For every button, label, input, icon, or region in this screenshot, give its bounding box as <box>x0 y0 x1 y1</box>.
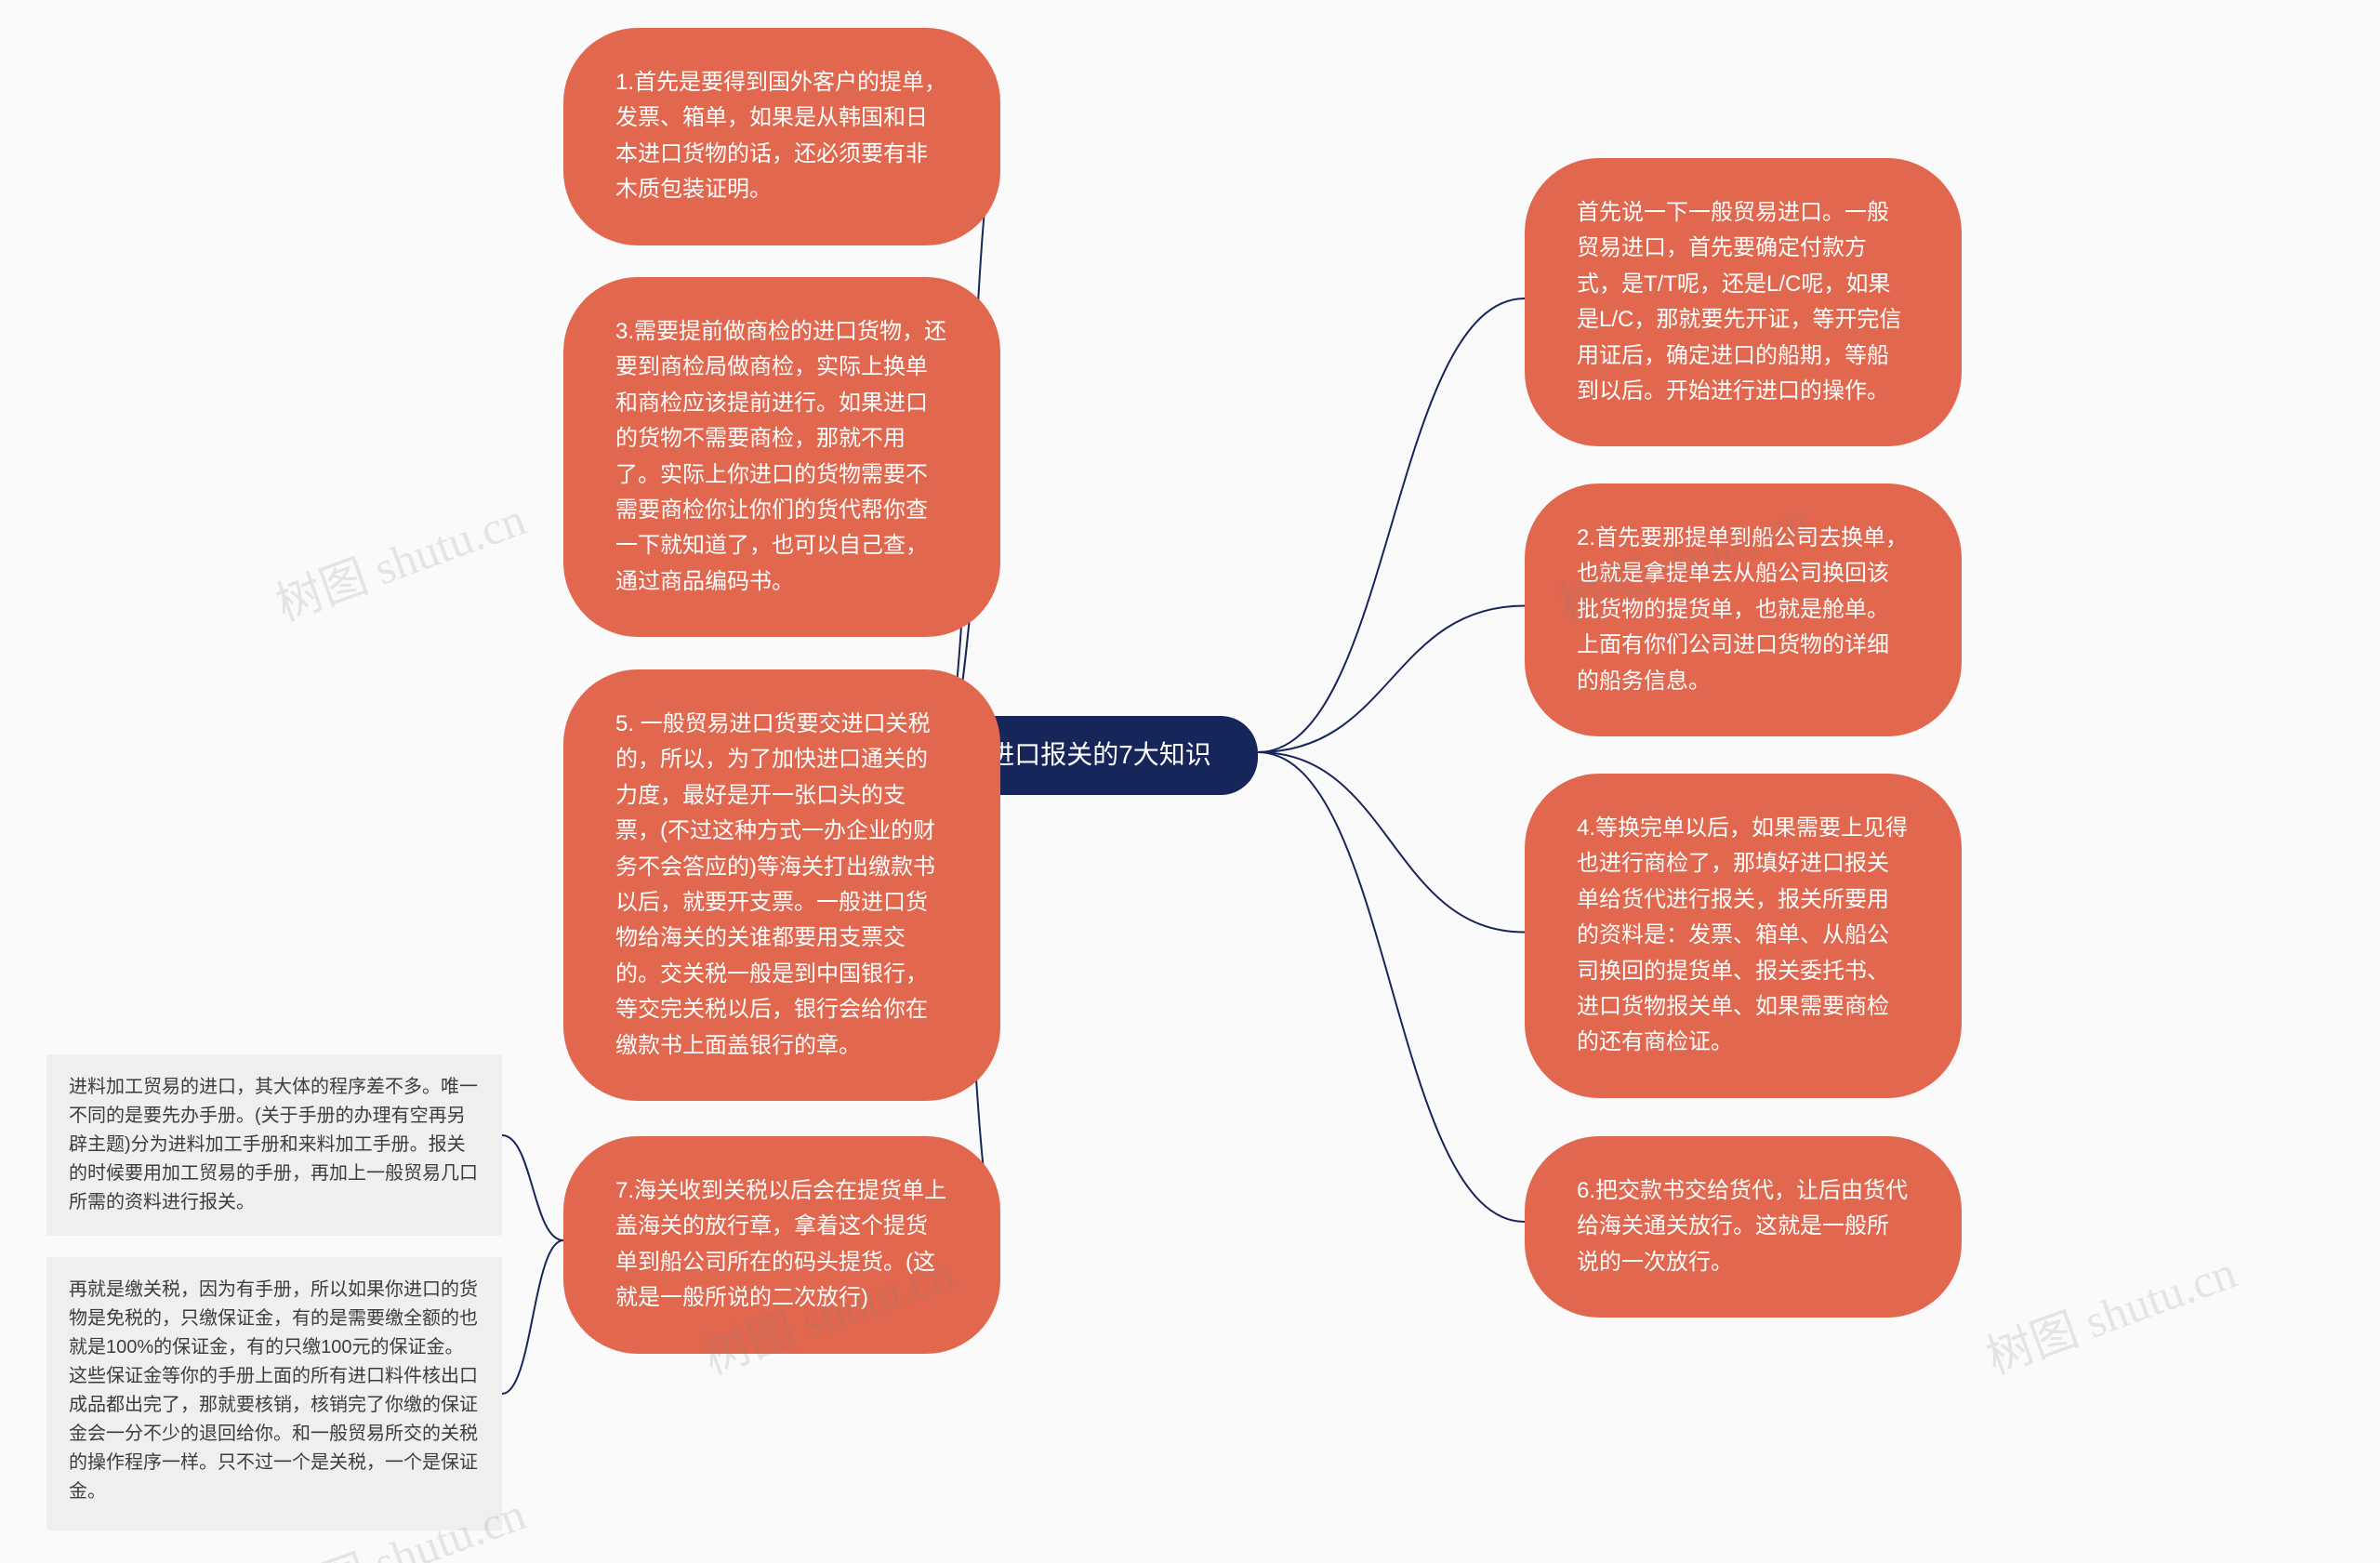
branch-node-3[interactable]: 3.需要提前做商检的进口货物，还要到商检局做商检，实际上换单和商检应该提前进行。… <box>563 277 1000 637</box>
branch-node-7[interactable]: 7.海关收到关税以后会在提货单上盖海关的放行章，拿着这个提货单到船公司所在的码头… <box>563 1136 1000 1354</box>
watermark: 树图 shutu.cn <box>265 482 533 634</box>
branch-node-6[interactable]: 6.把交款书交给货代，让后由货代给海关通关放行。这就是一般所说的一次放行。 <box>1525 1136 1962 1318</box>
branch-node-5[interactable]: 5. 一般贸易进口货要交进口关税的，所以，为了加快进口通关的力度，最好是开一张口… <box>563 669 1000 1101</box>
watermark: 树图 shutu.cn <box>1976 1235 2243 1387</box>
mindmap-canvas: 进口报关的7大知识 1.首先是要得到国外客户的提单，发票、箱单，如果是从韩国和日… <box>0 0 2380 1563</box>
branch-node-1[interactable]: 1.首先是要得到国外客户的提单，发票、箱单，如果是从韩国和日本进口货物的话，还必… <box>563 28 1000 245</box>
branch-node-4[interactable]: 4.等换完单以后，如果需要上见得也进行商检了，那填好进口报关单给货代进行报关，报… <box>1525 774 1962 1098</box>
leaf-node-2[interactable]: 再就是缴关税，因为有手册，所以如果你进口的货物是免税的，只缴保证金，有的是需要缴… <box>46 1257 502 1530</box>
branch-node-intro[interactable]: 首先说一下一般贸易进口。一般贸易进口，首先要确定付款方式，是T/T呢，还是L/C… <box>1525 158 1962 446</box>
branch-node-2[interactable]: 2.首先要那提单到船公司去换单，也就是拿提单去从船公司换回该批货物的提货单，也就… <box>1525 483 1962 736</box>
leaf-node-1[interactable]: 进料加工贸易的进口，其大体的程序差不多。唯一不同的是要先办手册。(关于手册的办理… <box>46 1054 502 1236</box>
